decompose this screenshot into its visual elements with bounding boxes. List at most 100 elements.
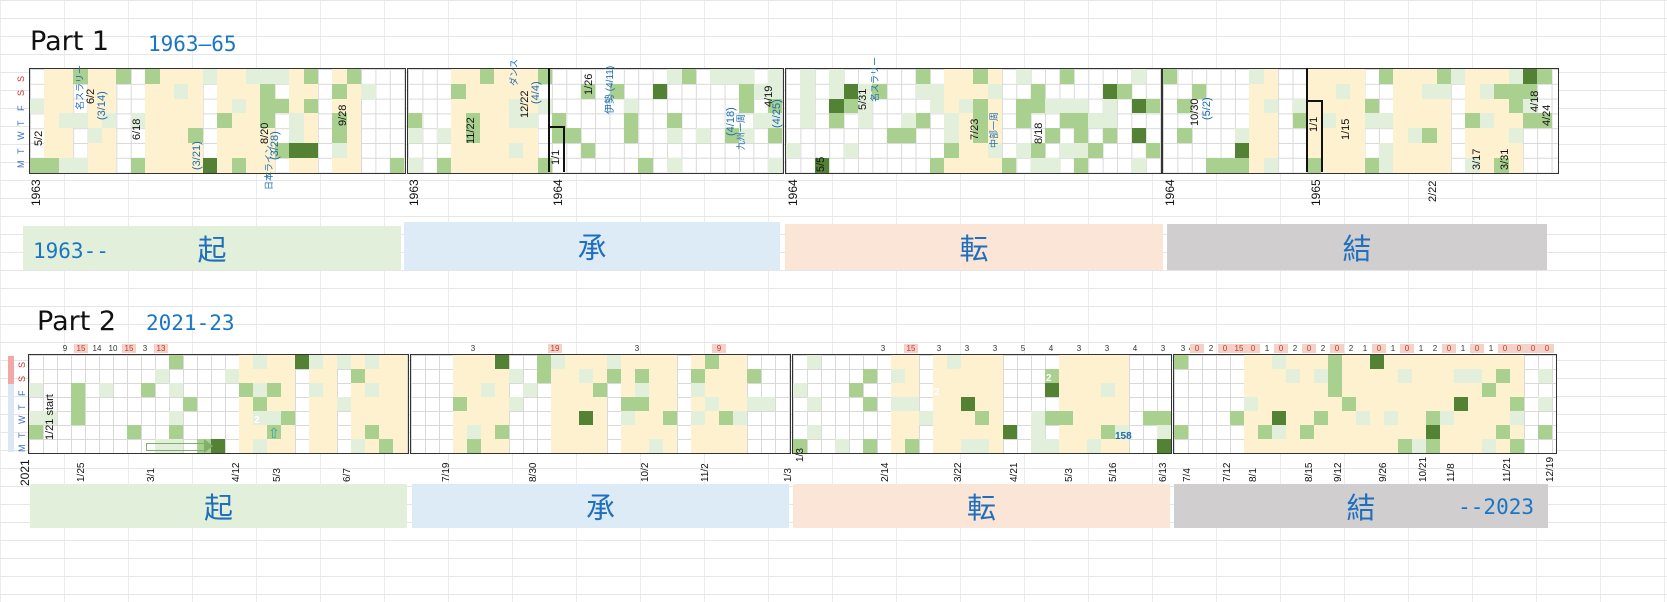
activity-cell xyxy=(253,355,267,369)
date-annotation: 4/24 xyxy=(1541,104,1553,126)
activity-cell xyxy=(1482,383,1496,397)
activity-cell xyxy=(71,397,85,411)
activity-cell xyxy=(1030,143,1046,158)
activity-cell xyxy=(1364,157,1379,173)
date-annotation: 3/31 xyxy=(1499,148,1511,170)
activity-cell xyxy=(1335,83,1351,99)
event-annotation: 中部一周 xyxy=(989,111,999,148)
activity-cell xyxy=(1272,411,1286,425)
band-kanji: 結 xyxy=(1346,491,1376,525)
activity-cell xyxy=(635,369,649,383)
activity-cell xyxy=(761,397,775,411)
cell-count: 3 xyxy=(104,373,110,384)
activity-cell xyxy=(281,411,295,425)
activity-cell xyxy=(202,157,218,173)
activity-cell xyxy=(1496,425,1510,439)
activity-cell xyxy=(73,157,88,173)
activity-cell xyxy=(99,383,113,397)
activity-cell xyxy=(1031,425,1045,439)
highlight-column xyxy=(551,355,579,453)
activity-cell xyxy=(710,69,725,84)
activity-cell xyxy=(87,128,102,143)
kishoutenketsu-band-ketsu: 結 --2023 xyxy=(1174,484,1548,528)
date-axis-label: 12/19 xyxy=(1545,456,1556,482)
activity-cell xyxy=(1465,157,1480,173)
activity-cell xyxy=(73,113,88,129)
weekly-count: 2 xyxy=(1432,344,1438,353)
activity-cell xyxy=(973,98,988,114)
year-boundary-line xyxy=(548,68,550,172)
activity-cell xyxy=(915,83,930,99)
activity-cell xyxy=(905,397,919,411)
weekday-label: F xyxy=(17,390,27,397)
date-axis-label: 1/3 xyxy=(795,448,806,462)
weekly-count: 4 xyxy=(1132,344,1138,353)
activity-cell xyxy=(551,355,565,369)
year-axis-label: 1964 xyxy=(551,179,565,206)
activity-cell xyxy=(130,113,146,129)
activity-cell xyxy=(408,157,423,173)
activity-cell xyxy=(169,383,183,397)
activity-cell xyxy=(552,113,567,129)
event-annotation: 日本ライン xyxy=(264,144,274,190)
activity-cell xyxy=(1370,355,1384,369)
activity-cell xyxy=(800,98,815,114)
activity-cell xyxy=(849,383,863,397)
weekly-count: 15 xyxy=(74,344,88,353)
activity-cell xyxy=(1537,69,1552,84)
activity-cell xyxy=(1030,83,1046,99)
weekly-count: 19 xyxy=(548,344,562,353)
highlight-column xyxy=(1356,355,1384,453)
weekly-count: 9 xyxy=(712,344,726,353)
weekly-count: 1 xyxy=(1460,344,1466,353)
activity-cell xyxy=(768,98,783,114)
activity-cell xyxy=(1163,69,1178,84)
kishoutenketsu-band-shou: 承 xyxy=(404,222,780,270)
date-axis-label: 7/4 xyxy=(1182,468,1193,482)
activity-cell xyxy=(1157,425,1171,439)
weekly-count: 3 xyxy=(992,344,998,353)
weekly-count: 10 xyxy=(108,344,118,353)
activity-cell xyxy=(169,425,183,439)
activity-cell xyxy=(523,113,538,129)
date-axis-label: 9/26 xyxy=(1378,462,1389,482)
part1-years: 1963–65 xyxy=(148,32,237,56)
activity-cell xyxy=(621,397,635,411)
activity-cell xyxy=(231,98,246,114)
activity-cell xyxy=(1328,355,1342,369)
activity-cell xyxy=(183,397,197,411)
activity-cell xyxy=(609,83,624,99)
band-kanji: 起 xyxy=(197,233,227,267)
activity-cell xyxy=(1451,69,1466,84)
activity-cell xyxy=(390,157,405,173)
activity-cell xyxy=(1468,369,1482,383)
highlight-column xyxy=(480,69,509,173)
activity-cell xyxy=(102,113,117,129)
activity-cell xyxy=(691,411,705,425)
event-annotation: 伊勢 (4/11) xyxy=(605,65,616,114)
activity-cell xyxy=(1117,83,1132,99)
activity-cell xyxy=(467,425,481,439)
activity-cell xyxy=(1002,157,1017,173)
activity-cell xyxy=(351,439,365,453)
activity-cell xyxy=(1045,369,1059,383)
activity-cell xyxy=(58,157,74,173)
weekly-count: 0 xyxy=(1442,344,1456,353)
weekly-count: 13 xyxy=(154,344,168,353)
weekly-count: 15 xyxy=(122,344,136,353)
activity-cell xyxy=(835,439,849,453)
activity-cell xyxy=(451,83,466,99)
activity-cell xyxy=(1030,98,1046,114)
activity-cell xyxy=(1523,83,1538,99)
activity-cell xyxy=(843,98,858,114)
activity-cell xyxy=(289,128,304,143)
date-annotation: 1/1 xyxy=(1308,116,1320,132)
activity-cell xyxy=(1235,143,1250,158)
activity-cell xyxy=(1508,128,1523,143)
activity-cell xyxy=(1440,411,1454,425)
activity-cell xyxy=(1523,113,1538,129)
weekday-label: T xyxy=(16,120,26,127)
activity-cell xyxy=(309,355,323,369)
activity-cell xyxy=(944,113,959,129)
date-axis-label: 8/30 xyxy=(528,462,539,482)
